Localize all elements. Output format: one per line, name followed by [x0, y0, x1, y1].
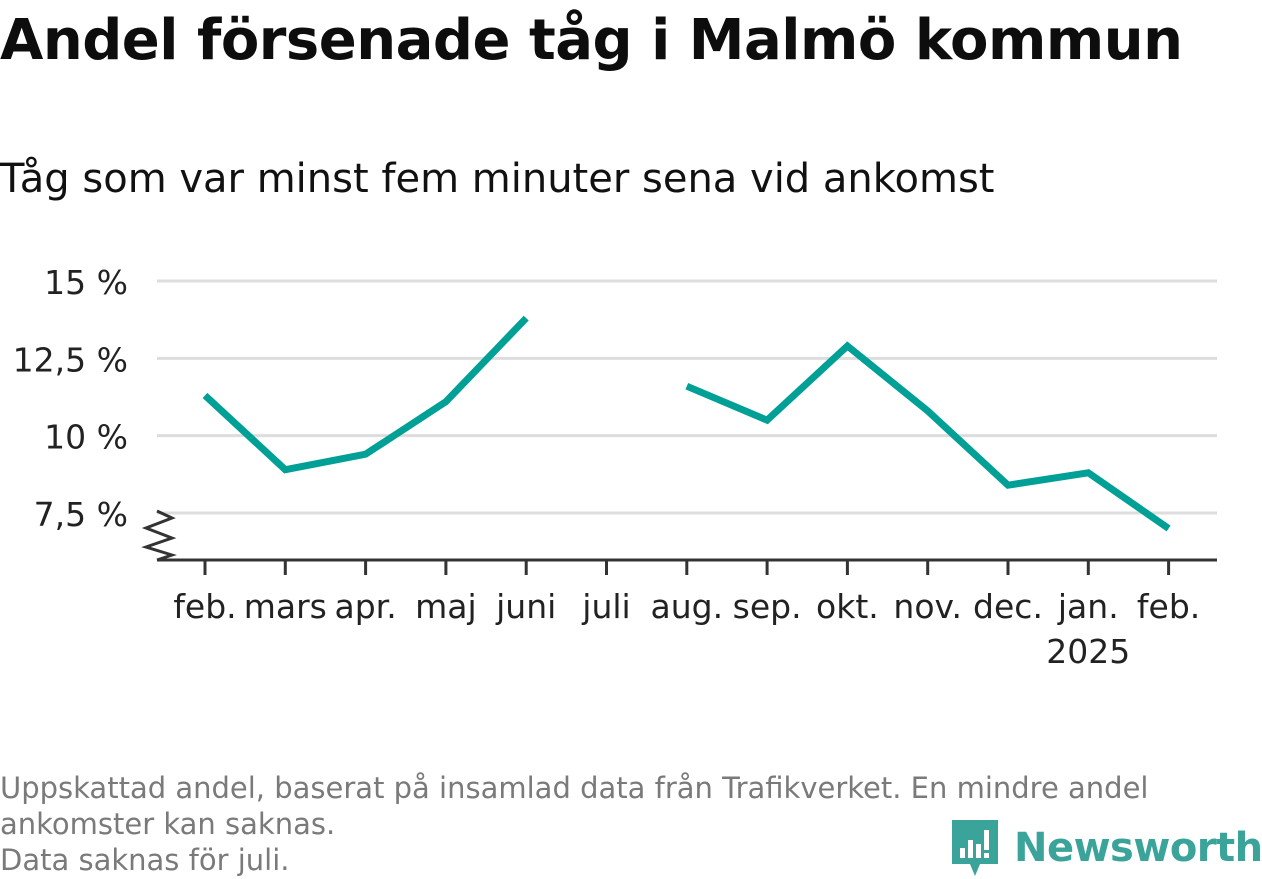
y-tick-label: 12,5 %	[13, 340, 128, 379]
x-tick-label: jan.	[1057, 587, 1119, 626]
series-line	[202, 315, 529, 474]
footnote-line-3: Data saknas för juli.	[0, 843, 290, 877]
footnote-line-2: ankomster kan saknas.	[0, 807, 336, 841]
line-chart: 7,5 %10 %12,5 %15 %feb. mars apr. maj juni ju…	[13, 263, 1217, 671]
x-tick-label: mars	[244, 587, 327, 626]
brand-logo: Newsworthy	[950, 818, 1262, 878]
chart-title: Andel försenade tåg i Malmö kommun	[0, 8, 1183, 73]
x-tick-label: juli	[581, 587, 630, 626]
x-tick-label: feb.	[173, 587, 236, 626]
x-tick-label: nov.	[893, 587, 962, 626]
x-tick-label: sep.	[733, 587, 802, 626]
x-tick-label: feb.	[1137, 587, 1200, 626]
newsworthy-logo-icon	[952, 820, 998, 876]
footnote: Uppskattad andel, baserat på insamlad da…	[0, 770, 1250, 878]
x-tick-label: aug.	[651, 587, 724, 626]
brand-name: Newsworthy	[1014, 825, 1262, 871]
y-tick-label: 7,5 %	[34, 495, 128, 534]
x-tick-label: okt.	[816, 587, 879, 626]
y-tick-label: 10 %	[44, 418, 128, 457]
y-axis-break-icon	[141, 509, 177, 562]
y-tick-label: 15 %	[44, 263, 128, 302]
x-tick-label: maj	[415, 587, 477, 626]
x-tick-sublabel: 2025	[1046, 632, 1130, 671]
series-line	[685, 341, 1171, 532]
chart-subtitle: Tåg som var minst fem minuter sena vid a…	[0, 156, 995, 202]
footnote-line-1: Uppskattad andel, baserat på insamlad da…	[0, 771, 1149, 805]
x-tick-label: dec.	[973, 587, 1043, 626]
x-tick-label: juni	[495, 587, 556, 626]
x-tick-label: apr.	[334, 587, 396, 626]
